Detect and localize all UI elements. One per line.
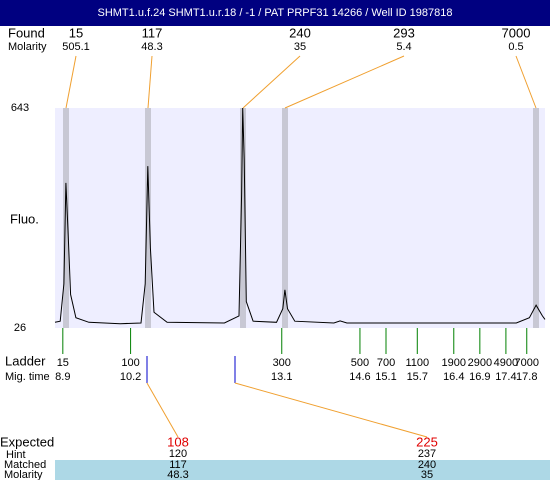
ladder-time: 16.9 xyxy=(469,371,490,383)
found-molarity: 5.4 xyxy=(396,41,411,53)
found-size: 117 xyxy=(142,25,163,40)
y-tick-label: 26 xyxy=(14,322,26,334)
found-size: 240 xyxy=(289,25,311,40)
peak-band xyxy=(63,108,69,328)
ladder-time: 15.7 xyxy=(407,371,428,383)
ladder-size: 2900 xyxy=(468,357,492,369)
peak-connector xyxy=(65,55,77,109)
ladder-time: 16.4 xyxy=(443,371,464,383)
ladder-size: 300 xyxy=(273,357,291,369)
ladder-time: 8.9 xyxy=(55,371,70,383)
expected-connector xyxy=(234,382,428,438)
matched-size: 117 xyxy=(169,459,187,471)
molarity-label-2: Molarity xyxy=(4,469,43,480)
y-tick-label: 643 xyxy=(11,102,29,114)
matched-molarity: 48.3 xyxy=(167,469,188,480)
peak-band xyxy=(145,108,151,328)
ladder-time: 14.6 xyxy=(349,371,370,383)
ladder-size: 700 xyxy=(377,357,395,369)
peak-band xyxy=(282,108,288,328)
ladder-time: 10.2 xyxy=(120,371,141,383)
found-size: 293 xyxy=(393,25,415,40)
peak-connector xyxy=(284,55,405,109)
ladder-time: 13.1 xyxy=(271,371,292,383)
header-title: SHMT1.u.f.24 SHMT1.u.r.18 / -1 / PAT PRP… xyxy=(97,7,452,19)
found-molarity: 505.1 xyxy=(62,41,90,53)
hint-size: 237 xyxy=(418,448,436,460)
peak-connector xyxy=(242,55,301,109)
found-label: Found xyxy=(8,25,45,40)
found-molarity: 0.5 xyxy=(508,41,523,53)
matched-molarity: 35 xyxy=(421,469,433,480)
ladder-size: 15 xyxy=(57,357,69,369)
hint-size: 120 xyxy=(169,448,187,460)
peak-connector xyxy=(147,55,153,109)
ladder-label: Ladder xyxy=(5,353,46,368)
found-size: 15 xyxy=(69,25,83,40)
expected-size: 108 xyxy=(167,434,189,449)
found-size: 7000 xyxy=(502,25,531,40)
expected-size: 225 xyxy=(416,434,438,449)
ladder-time: 17.4 xyxy=(495,371,516,383)
ladder-size: 1100 xyxy=(405,357,429,369)
hint-label: Hint xyxy=(6,449,26,461)
matched-band xyxy=(55,460,550,480)
peak-band xyxy=(533,108,539,328)
ladder-time: 17.8 xyxy=(516,371,537,383)
y-axis-label: Fluo. xyxy=(10,211,39,226)
matched-label: Matched xyxy=(4,459,46,471)
mig-time-label: Mig. time xyxy=(5,371,50,383)
ladder-size: 100 xyxy=(121,357,139,369)
ladder-size: 4900 xyxy=(494,357,518,369)
ladder-size: 7000 xyxy=(515,357,539,369)
found-molarity: 35 xyxy=(294,41,306,53)
expected-connector xyxy=(146,382,179,438)
trace-line xyxy=(54,107,546,325)
matched-size: 240 xyxy=(418,459,436,471)
header-bar xyxy=(0,0,550,26)
peak-band xyxy=(240,108,246,328)
ladder-time: 15.1 xyxy=(375,371,396,383)
molarity-label: Molarity xyxy=(8,41,47,53)
found-molarity: 48.3 xyxy=(141,41,162,53)
peak-connector xyxy=(515,55,537,109)
plot-area xyxy=(55,108,545,328)
expected-label: Expected xyxy=(0,434,54,449)
ladder-size: 1900 xyxy=(442,357,466,369)
ladder-size: 500 xyxy=(351,357,369,369)
